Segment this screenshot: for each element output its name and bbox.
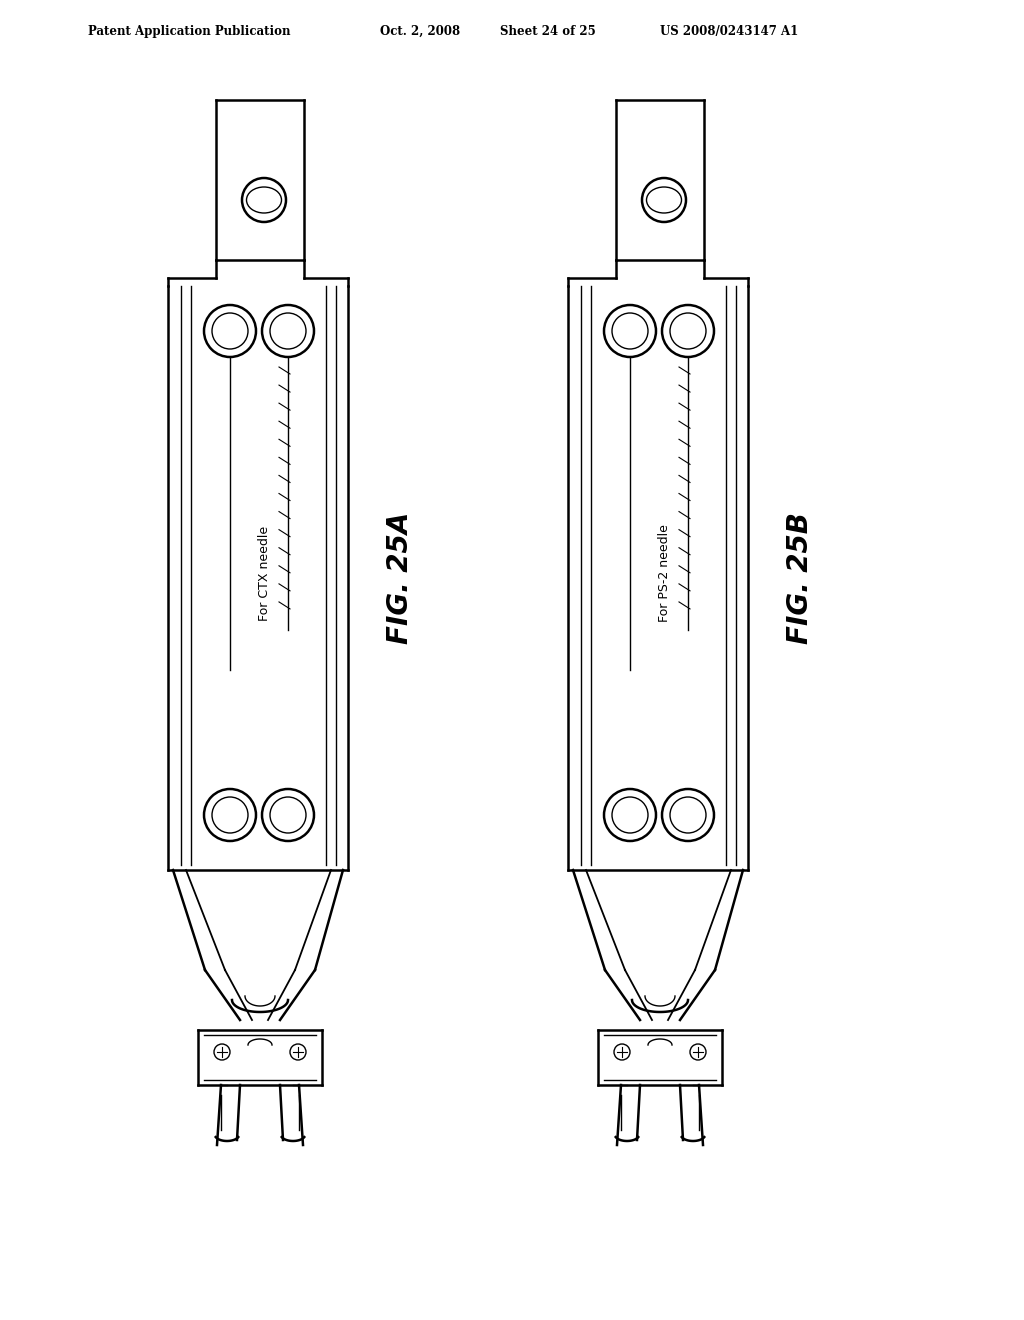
Text: US 2008/0243147 A1: US 2008/0243147 A1 bbox=[660, 25, 799, 38]
Text: Sheet 24 of 25: Sheet 24 of 25 bbox=[500, 25, 596, 38]
Text: For PS-2 needle: For PS-2 needle bbox=[658, 524, 672, 622]
Text: For CTX needle: For CTX needle bbox=[258, 525, 271, 620]
Text: Patent Application Publication: Patent Application Publication bbox=[88, 25, 291, 38]
Text: FIG. 25A: FIG. 25A bbox=[386, 512, 414, 644]
Text: FIG. 25B: FIG. 25B bbox=[786, 512, 814, 644]
Text: Oct. 2, 2008: Oct. 2, 2008 bbox=[380, 25, 460, 38]
